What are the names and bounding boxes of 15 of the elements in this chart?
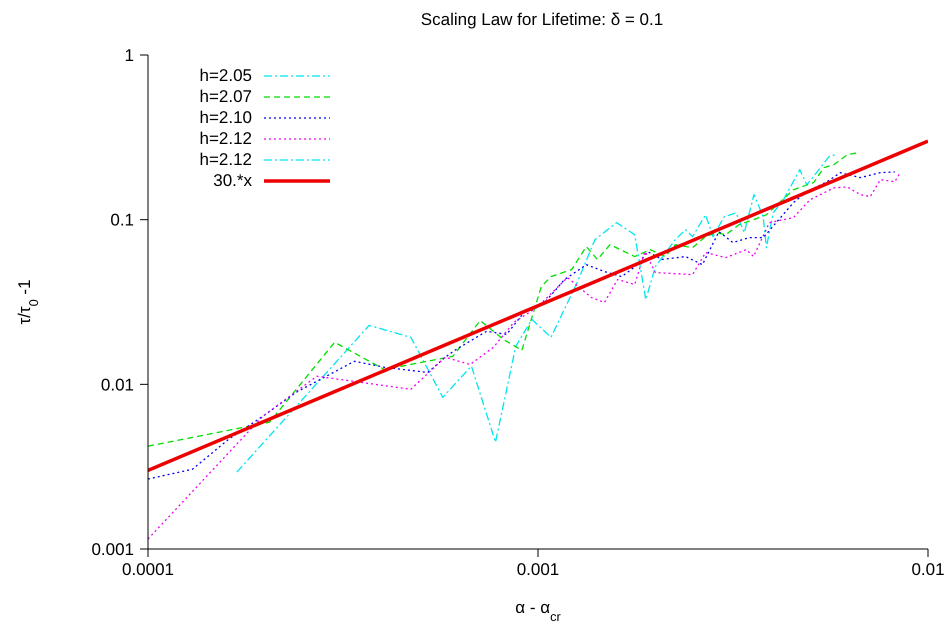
chart-title: Scaling Law for Lifetime: δ = 0.1 [420, 10, 664, 30]
legend-label: h=2.12 [198, 150, 253, 170]
y-tick-label: 0.1 [110, 210, 134, 230]
legend-label: h=2.12 [198, 128, 253, 148]
x-tick-label: 0.01 [911, 560, 945, 580]
y-tick-label: 1 [124, 46, 134, 66]
legend-label: 30.*x [212, 170, 253, 190]
x-tick-label: 0.001 [516, 560, 560, 580]
x-tick-label: 0.0001 [122, 560, 174, 580]
y-tick-label: 0.01 [100, 375, 134, 394]
legend-label: h=2.05 [198, 66, 253, 86]
x-axis-title: α - α$_{cr}$ [515, 598, 562, 624]
y-tick-label: 0.001 [91, 540, 134, 560]
legend-label: h=2.07 [198, 86, 253, 106]
legend-label: h=2.10 [198, 108, 253, 128]
